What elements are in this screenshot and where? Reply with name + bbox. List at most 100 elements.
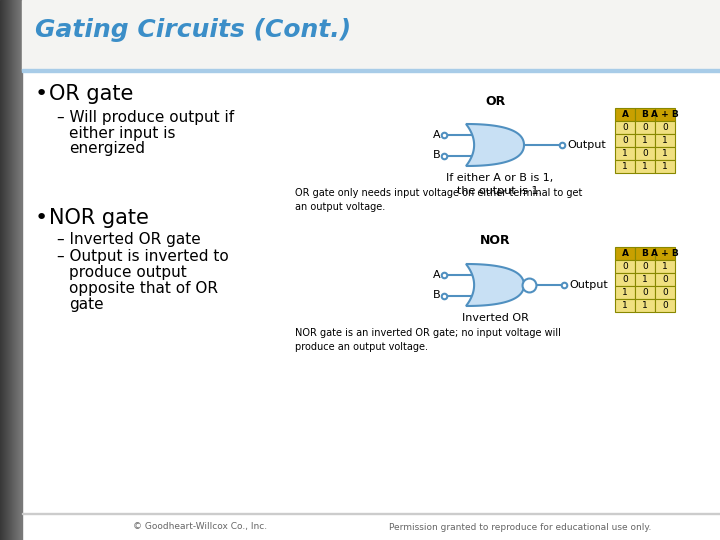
Bar <box>12 0 13 540</box>
Bar <box>635 108 655 121</box>
Bar <box>17 0 18 540</box>
Bar <box>635 299 655 312</box>
Text: 1: 1 <box>642 275 648 284</box>
Text: A + B: A + B <box>651 110 679 119</box>
Bar <box>615 121 635 134</box>
Text: 0: 0 <box>642 123 648 132</box>
Text: 1: 1 <box>642 136 648 145</box>
Text: A: A <box>621 249 629 258</box>
Text: 0: 0 <box>622 136 628 145</box>
Bar <box>18 0 19 540</box>
Bar <box>2 0 3 540</box>
Text: 0: 0 <box>662 301 668 310</box>
Bar <box>635 260 655 273</box>
Bar <box>655 134 675 147</box>
Bar <box>655 273 675 286</box>
Text: Permission granted to reproduce for educational use only.: Permission granted to reproduce for educ… <box>389 523 651 531</box>
Bar <box>7 0 8 540</box>
Text: opposite that of OR: opposite that of OR <box>69 281 218 296</box>
Text: energized: energized <box>69 141 145 156</box>
Bar <box>655 286 675 299</box>
Bar <box>9 0 10 540</box>
Bar <box>14 0 15 540</box>
Bar <box>4 0 5 540</box>
Text: © Goodheart-Willcox Co., Inc.: © Goodheart-Willcox Co., Inc. <box>133 523 267 531</box>
Bar <box>615 108 635 121</box>
Text: 1: 1 <box>642 162 648 171</box>
Text: gate: gate <box>69 297 104 312</box>
Text: Gating Circuits (Cont.): Gating Circuits (Cont.) <box>35 18 351 42</box>
Text: 0: 0 <box>622 262 628 271</box>
Bar <box>0 0 1 540</box>
Bar <box>615 260 635 273</box>
Text: – Output is inverted to: – Output is inverted to <box>57 249 229 264</box>
Bar <box>22 513 720 514</box>
Text: A: A <box>433 130 440 139</box>
Bar <box>615 147 635 160</box>
Text: either input is: either input is <box>69 126 176 141</box>
Bar <box>10 0 11 540</box>
Text: OR: OR <box>485 95 505 108</box>
Text: 0: 0 <box>642 149 648 158</box>
Bar <box>635 247 655 260</box>
Bar <box>1 0 2 540</box>
Text: 1: 1 <box>622 162 628 171</box>
Bar <box>615 134 635 147</box>
Text: B: B <box>433 291 440 300</box>
Bar <box>655 108 675 121</box>
Bar <box>21 0 22 540</box>
Text: A: A <box>621 110 629 119</box>
Text: B: B <box>642 249 649 258</box>
Text: 0: 0 <box>622 275 628 284</box>
Bar <box>3 0 4 540</box>
Bar <box>615 273 635 286</box>
Bar <box>20 0 21 540</box>
Text: Inverted OR: Inverted OR <box>462 313 528 323</box>
Bar <box>655 299 675 312</box>
Text: B: B <box>642 110 649 119</box>
Text: NOR gate is an inverted OR gate; no input voltage will
produce an output voltage: NOR gate is an inverted OR gate; no inpu… <box>295 328 561 352</box>
Text: 1: 1 <box>662 262 668 271</box>
Text: 0: 0 <box>662 275 668 284</box>
Polygon shape <box>466 124 524 166</box>
Text: 1: 1 <box>662 149 668 158</box>
Text: OR gate only needs input voltage on either terminal to get
an output voltage.: OR gate only needs input voltage on eith… <box>295 188 582 212</box>
Text: – Will produce output if: – Will produce output if <box>57 110 234 125</box>
Text: Output: Output <box>569 280 608 290</box>
Text: NOR: NOR <box>480 234 510 247</box>
Bar <box>5 0 6 540</box>
Text: produce output: produce output <box>69 265 186 280</box>
Bar <box>16 0 17 540</box>
Text: 0: 0 <box>662 288 668 297</box>
Bar <box>635 286 655 299</box>
Text: If either A or B is 1,
the output is 1.: If either A or B is 1, the output is 1. <box>446 173 554 196</box>
Bar <box>635 147 655 160</box>
Text: OR gate: OR gate <box>49 84 133 104</box>
Bar <box>655 147 675 160</box>
Bar <box>635 273 655 286</box>
Text: •: • <box>35 84 48 104</box>
Polygon shape <box>466 264 524 306</box>
Bar <box>22 0 720 70</box>
Text: A: A <box>433 269 440 280</box>
Bar <box>655 160 675 173</box>
Bar <box>635 121 655 134</box>
Bar <box>19 0 20 540</box>
Text: 1: 1 <box>622 288 628 297</box>
Bar <box>8 0 9 540</box>
Bar <box>15 0 16 540</box>
Bar <box>655 247 675 260</box>
Text: 0: 0 <box>622 123 628 132</box>
Bar <box>615 286 635 299</box>
Text: NOR gate: NOR gate <box>49 208 149 228</box>
Bar <box>655 121 675 134</box>
Bar <box>635 134 655 147</box>
Bar <box>13 0 14 540</box>
Bar <box>615 247 635 260</box>
Text: 1: 1 <box>622 149 628 158</box>
Text: 0: 0 <box>662 123 668 132</box>
Text: – Inverted OR gate: – Inverted OR gate <box>57 232 201 247</box>
Text: Output: Output <box>567 140 606 150</box>
Text: 0: 0 <box>642 262 648 271</box>
Text: 0: 0 <box>642 288 648 297</box>
